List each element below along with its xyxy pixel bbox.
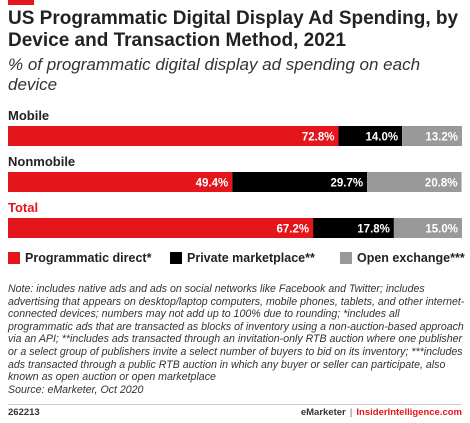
category-label-nonmobile: Nonmobile <box>8 154 75 169</box>
chart-title: US Programmatic Digital Display Ad Spend… <box>8 8 459 51</box>
footer-brand: eMarketer | InsiderIntelligence.com <box>301 407 462 418</box>
data-label-mobile-programmatic-direct: 72.8% <box>302 132 335 144</box>
legend-label-programmatic-direct: Programmatic direct* <box>25 251 152 265</box>
data-label-mobile-open-exchange: 13.2% <box>425 132 458 144</box>
data-label-total-private-marketplace: 17.8% <box>357 224 390 236</box>
brand-insider-intelligence: InsiderIntelligence.com <box>356 407 462 418</box>
data-label-nonmobile-programmatic-direct: 49.4% <box>196 178 229 190</box>
chart-subtitle: % of programmatic digital display ad spe… <box>8 55 421 94</box>
bar-total-programmatic-direct <box>8 218 314 238</box>
legend: Programmatic direct* Private marketplace… <box>8 251 468 267</box>
data-label-total-open-exchange: 15.0% <box>425 224 458 236</box>
footer-divider <box>8 404 462 405</box>
legend-item-open-exchange: Open exchange*** <box>340 251 465 265</box>
bar-mobile-open-exchange <box>402 126 462 146</box>
stacked-bar-chart: Mobile 72.8% 14.0% 13.2% Nonmobile 49.4% 29.7%… <box>8 108 462 238</box>
bar-mobile-programmatic-direct <box>8 126 339 146</box>
bar-total-private-marketplace <box>313 218 394 238</box>
data-label-mobile-private-marketplace: 14.0% <box>365 132 398 144</box>
legend-swatch-private-marketplace <box>170 252 182 264</box>
brand-separator: | <box>349 407 353 418</box>
footnote-note: Note: includes native ads and ads on soc… <box>8 283 465 384</box>
category-label-total: Total <box>8 200 38 215</box>
legend-item-programmatic-direct: Programmatic direct* <box>8 251 151 265</box>
footnote-source: Source: eMarketer, Oct 2020 <box>8 383 144 396</box>
footnote: Note: includes native ads and ads on soc… <box>8 283 466 396</box>
legend-item-private-marketplace: Private marketplace** <box>170 251 315 265</box>
bar-total-open-exchange <box>393 218 462 238</box>
data-label-nonmobile-private-marketplace: 29.7% <box>331 178 364 190</box>
bar-nonmobile-open-exchange <box>367 172 462 192</box>
legend-label-private-marketplace: Private marketplace** <box>187 251 315 265</box>
category-label-mobile: Mobile <box>8 108 49 123</box>
legend-label-open-exchange: Open exchange*** <box>357 251 465 265</box>
bar-mobile-private-marketplace <box>338 126 403 146</box>
data-label-nonmobile-open-exchange: 20.8% <box>425 178 458 190</box>
brand-emarketer: eMarketer <box>300 407 346 418</box>
bar-nonmobile-private-marketplace <box>232 172 368 192</box>
data-label-total-programmatic-direct: 67.2% <box>276 224 309 236</box>
legend-swatch-open-exchange <box>340 252 352 264</box>
legend-swatch-programmatic-direct <box>8 252 20 264</box>
bar-nonmobile-programmatic-direct <box>8 172 233 192</box>
accent-bar <box>8 0 34 5</box>
chart-id: 262213 <box>8 407 40 418</box>
